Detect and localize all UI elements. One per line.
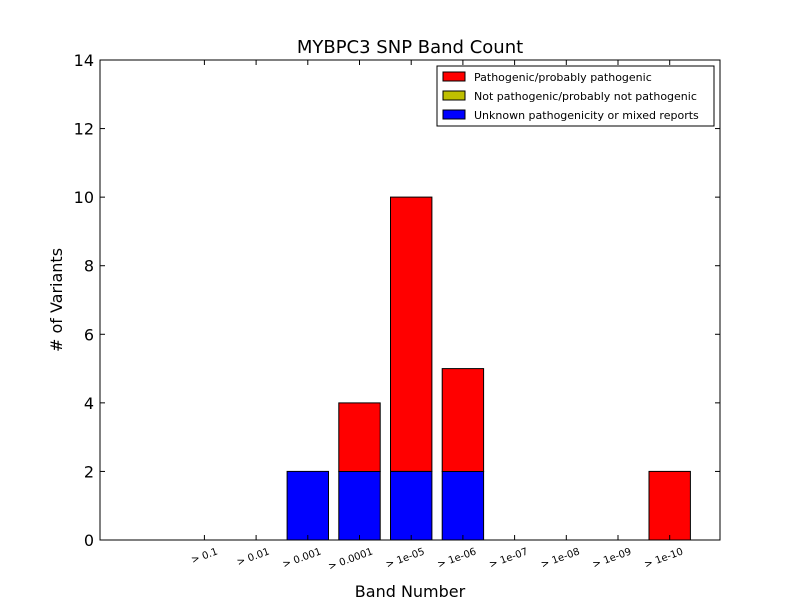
y-axis-label: # of Variants <box>47 248 66 352</box>
legend-label-0: Pathogenic/probably pathogenic <box>474 71 652 84</box>
chart-title: MYBPC3 SNP Band Count <box>297 37 523 58</box>
bar-series0-2 <box>286 470 330 541</box>
bar-series0-3 <box>338 470 381 541</box>
bar-series0-4 <box>390 470 433 541</box>
ytick-label-3: 6 <box>84 325 94 344</box>
ytick-label-7: 14 <box>74 51 94 70</box>
x-axis-label: Band Number <box>355 582 466 600</box>
bar-series2-3 <box>338 402 381 472</box>
legend-label-2: Unknown pathogenicity or mixed reports <box>474 109 699 122</box>
bar-series2-9 <box>648 470 691 541</box>
legend-swatch-2 <box>442 109 466 120</box>
bar-series2-5 <box>441 368 485 473</box>
legend: Pathogenic/probably pathogenic Not pathog… <box>436 65 715 127</box>
bar-series0-5 <box>441 470 485 541</box>
bar-series2-4 <box>390 196 433 472</box>
legend-frame <box>436 65 715 127</box>
ytick-label-2: 4 <box>84 394 94 413</box>
ytick-label-5: 10 <box>74 188 94 207</box>
axes-frame <box>99 59 721 541</box>
ytick-label-1: 2 <box>84 462 94 481</box>
legend-swatch-1 <box>442 90 466 101</box>
ytick-label-4: 8 <box>84 257 94 276</box>
legend-swatch-0 <box>442 71 466 82</box>
ytick-label-6: 12 <box>74 120 94 139</box>
legend-label-1: Not pathogenic/probably not pathogenic <box>474 90 697 103</box>
ytick-label-0: 0 <box>84 531 94 550</box>
